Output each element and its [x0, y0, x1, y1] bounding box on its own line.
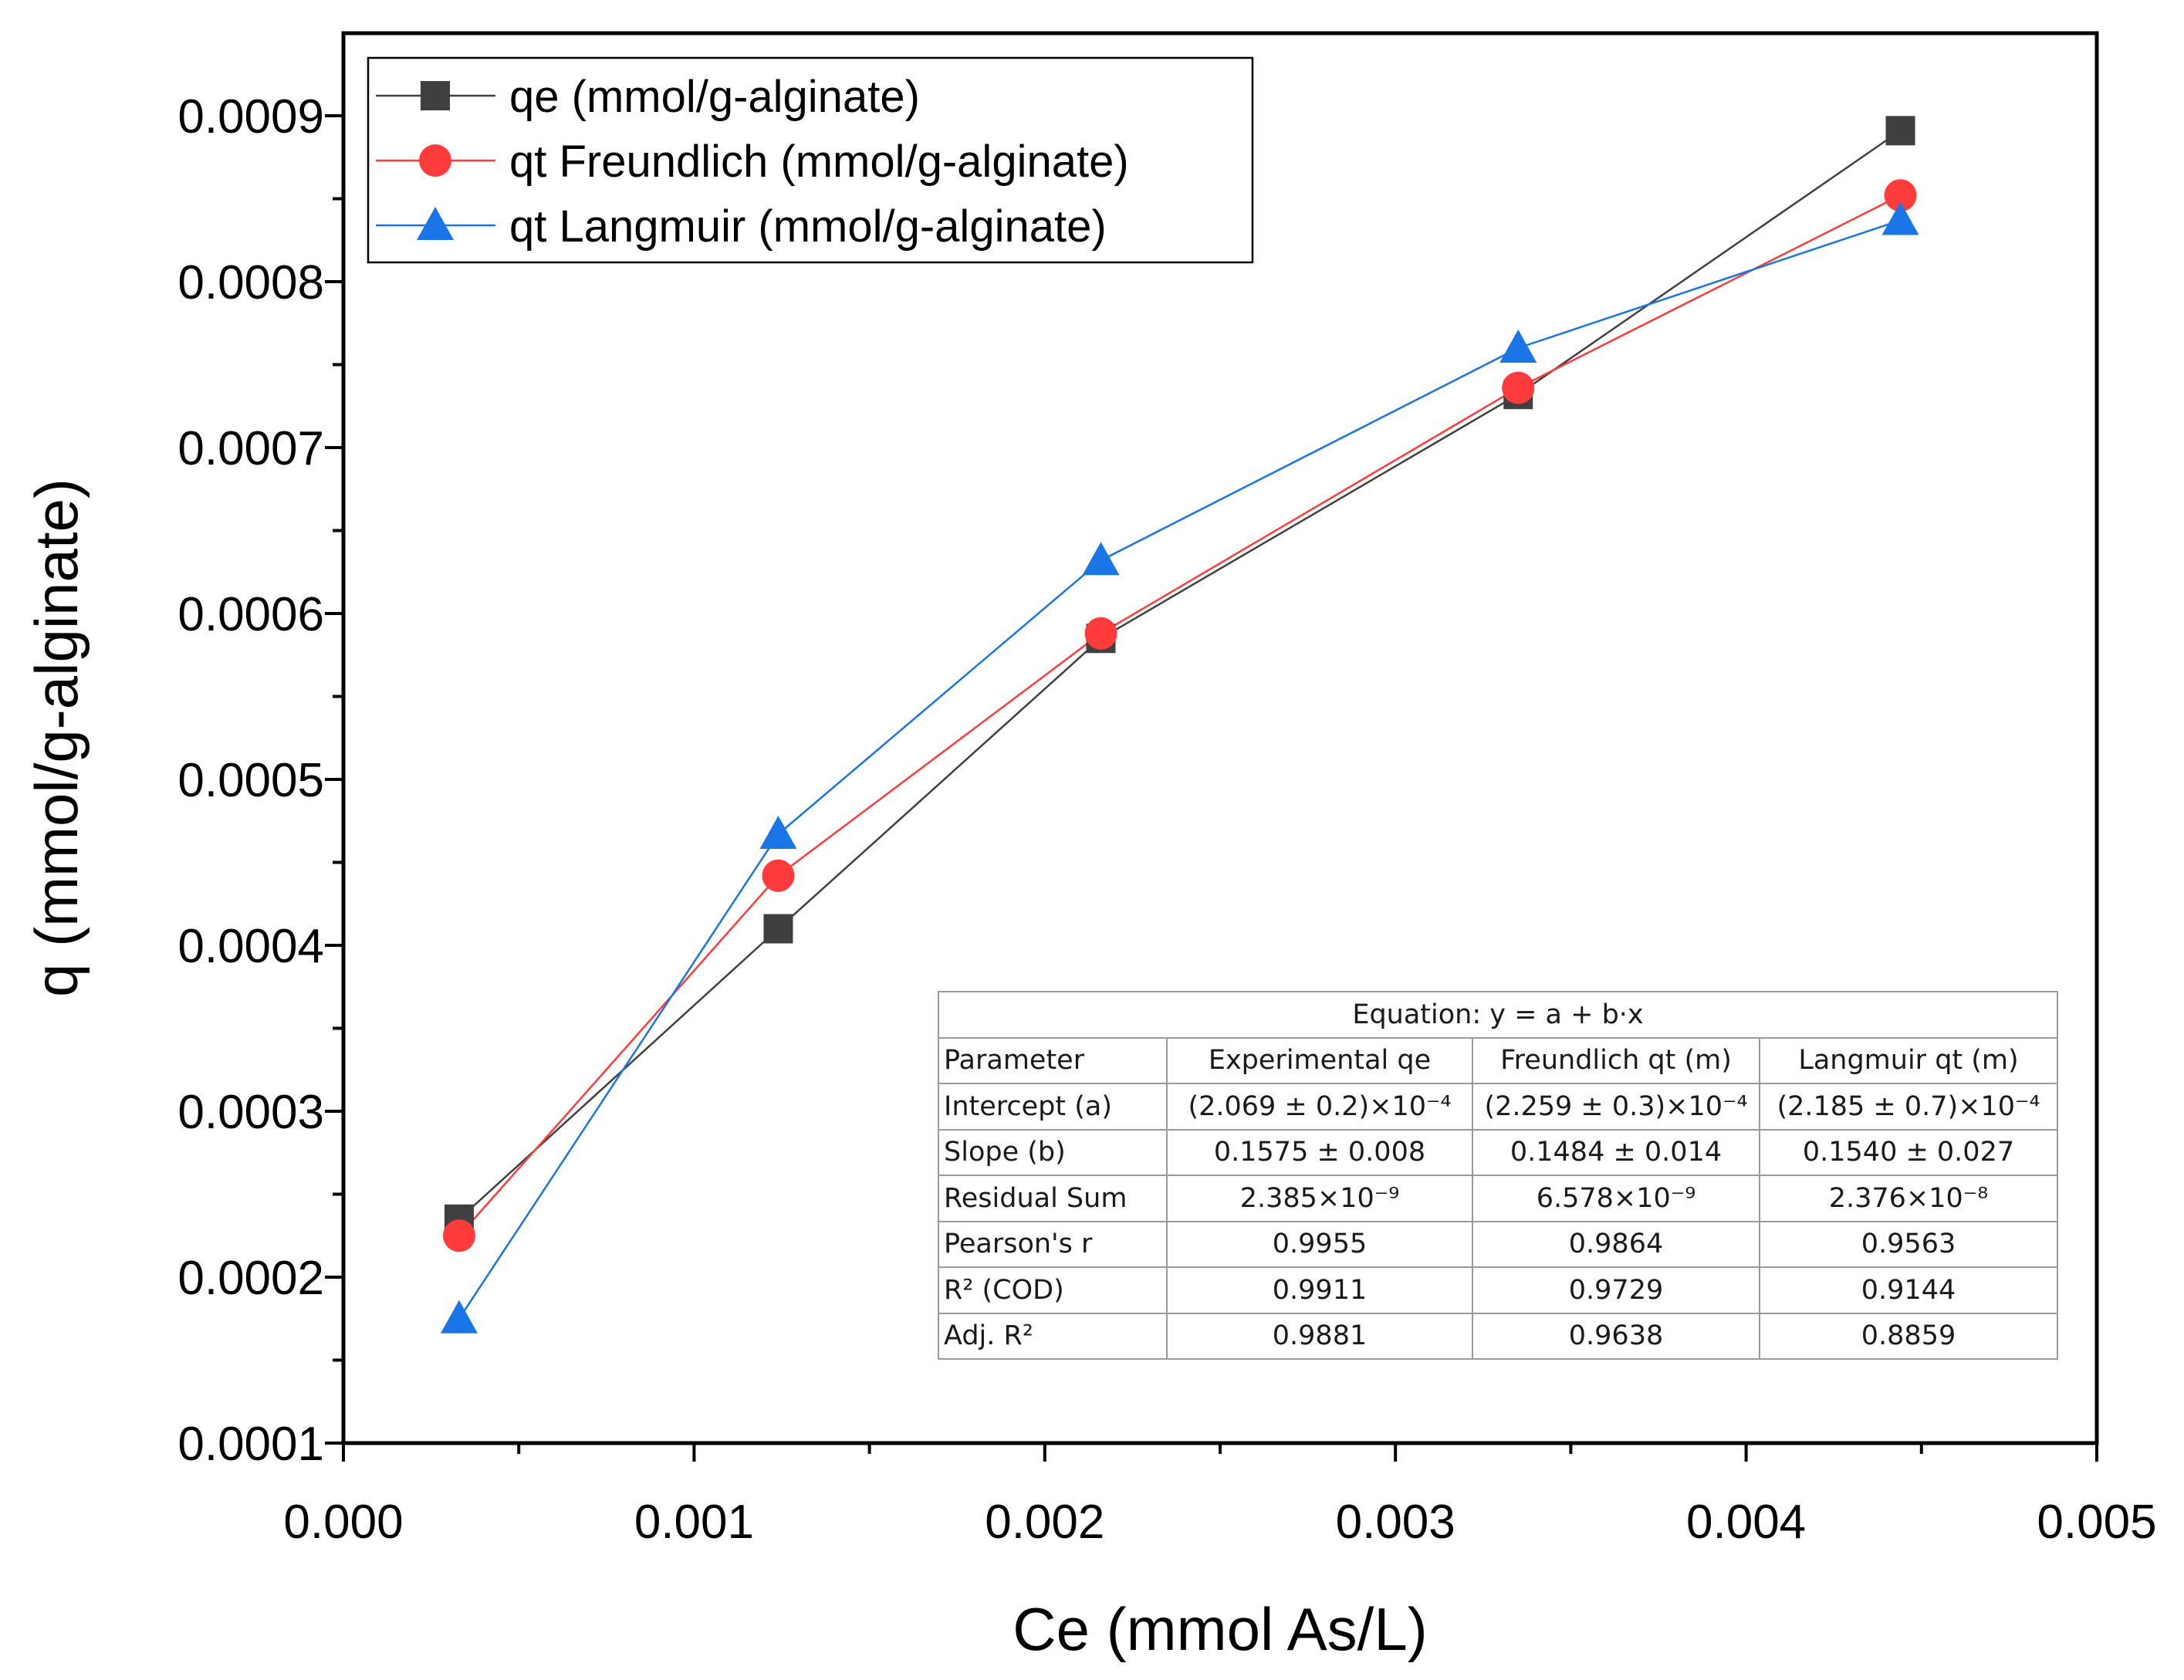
series-markers	[440, 116, 1919, 1334]
x-tick-label: 0.000	[283, 1496, 403, 1549]
data-point-triangle	[1881, 201, 1919, 235]
fit-table-cell: (2.259 ± 0.3)×10⁻⁴	[1472, 1083, 1760, 1131]
x-tick-label: 0.004	[1686, 1496, 1806, 1549]
data-point-triangle	[440, 1300, 478, 1334]
y-tick-label: 0.0003	[177, 1086, 324, 1139]
legend-marker	[421, 81, 450, 110]
fit-table-cell: 2.385×10⁻⁹	[1166, 1175, 1473, 1222]
legend-label: qt Freundlich (mmol/g-alginate)	[509, 137, 1129, 187]
fit-table: Equation: y = a + b·x Parameter Experime…	[938, 991, 2058, 1360]
legend-box	[367, 56, 1254, 264]
fit-table-cell: Intercept (a)	[938, 1083, 1168, 1131]
y-tick-label: 0.0002	[177, 1252, 324, 1305]
data-point-circle	[1502, 371, 1535, 404]
fit-table-cell: 0.1575 ± 0.008	[1166, 1128, 1473, 1176]
x-tick-label: 0.003	[1336, 1496, 1455, 1549]
fit-table-row: Slope (b) 0.1575 ± 0.008 0.1484 ± 0.014 …	[938, 1128, 2058, 1176]
fit-table-header: Experimental qe	[1166, 1036, 1473, 1084]
fit-table-cell: 0.9563	[1759, 1220, 2058, 1268]
fit-table-cell: 0.9955	[1166, 1220, 1473, 1268]
x-tick-labels: 0.000 0.001 0.002 0.003 0.004 0.005	[283, 1496, 2156, 1549]
y-tick-label: 0.0001	[177, 1418, 324, 1471]
fit-table-row: Pearson's r 0.9955 0.9864 0.9563	[938, 1220, 2058, 1268]
fit-table-cell: 0.9729	[1472, 1266, 1760, 1314]
data-point-triangle	[1082, 542, 1120, 576]
legend-marker	[417, 207, 454, 240]
fit-table-row: Residual Sum 2.385×10⁻⁹ 6.578×10⁻⁹ 2.376…	[938, 1175, 2058, 1222]
fit-table-cell: Adj. R²	[938, 1312, 1168, 1360]
x-tick-label: 0.005	[2037, 1496, 2156, 1549]
y-tick-label: 0.0008	[177, 256, 324, 309]
fit-table-cell: 0.8859	[1759, 1312, 2058, 1360]
fit-table-header: Parameter	[938, 1036, 1168, 1084]
x-axis-label: Ce (mmol As/L)	[1013, 1595, 1427, 1663]
y-axis-label: q (mmol/g-alginate)	[22, 478, 90, 997]
fit-table-header: Langmuir qt (m)	[1759, 1036, 2058, 1084]
data-point-circle	[762, 859, 795, 892]
data-point-circle	[1084, 617, 1117, 650]
legend-label: qe (mmol/g-alginate)	[509, 72, 920, 122]
y-tick-label: 0.0006	[177, 588, 324, 641]
legend-marker	[419, 144, 451, 177]
fit-table-equation: Equation: y = a + b·x	[938, 991, 2058, 1039]
data-point-circle	[442, 1219, 475, 1252]
y-tick-labels: 0.0001 0.0002 0.0003 0.0004 0.0005 0.0006 0.00…	[177, 90, 324, 1471]
fit-table-cell: 0.9911	[1166, 1266, 1473, 1314]
legend: qe (mmol/g-alginate) qt Freundlich (mmol/…	[367, 56, 1254, 264]
y-tick-label: 0.0004	[177, 920, 324, 973]
data-point-square	[763, 914, 793, 944]
fit-table-cell: 6.578×10⁻⁹	[1472, 1175, 1760, 1222]
fit-table-cell: 2.376×10⁻⁸	[1759, 1175, 2058, 1222]
fit-table-row: Adj. R² 0.9881 0.9638 0.8859	[938, 1312, 2058, 1360]
legend-label: qt Langmuir (mmol/g-alginate)	[509, 201, 1107, 252]
fit-table-cell: (2.069 ± 0.2)×10⁻⁴	[1166, 1083, 1473, 1131]
fit-table-cell: Slope (b)	[938, 1128, 1168, 1176]
fit-table-header-row: Parameter Experimental qe Freundlich qt …	[938, 1036, 2058, 1084]
fit-table-cell: (2.185 ± 0.7)×10⁻⁴	[1759, 1083, 2058, 1131]
fit-table-cell: 0.1540 ± 0.027	[1759, 1128, 2058, 1176]
fit-table-cell: 0.9881	[1166, 1312, 1473, 1360]
x-tick-label: 0.001	[634, 1496, 754, 1549]
x-tick-label: 0.002	[985, 1496, 1104, 1549]
fit-table-header: Freundlich qt (m)	[1472, 1036, 1760, 1084]
y-tick-label: 0.0009	[177, 90, 324, 144]
fit-table-equation-row: Equation: y = a + b·x	[938, 991, 2058, 1039]
fit-table-cell: R² (COD)	[938, 1266, 1168, 1314]
fit-table-cell: 0.9864	[1472, 1220, 1760, 1268]
axis-ticks	[325, 114, 2098, 1462]
data-point-triangle	[1499, 330, 1537, 363]
fit-table-cell: 0.9144	[1759, 1266, 2058, 1314]
fit-table-cell: 0.9638	[1472, 1312, 1760, 1360]
data-point-square	[1885, 116, 1915, 146]
y-tick-label: 0.0007	[177, 422, 324, 475]
data-point-circle	[1884, 179, 1917, 212]
fit-table-row: Intercept (a) (2.069 ± 0.2)×10⁻⁴ (2.259 …	[938, 1083, 2058, 1131]
data-point-triangle	[759, 815, 797, 849]
fit-table-cell: Pearson's r	[938, 1220, 1168, 1268]
y-tick-label: 0.0005	[177, 754, 324, 807]
fit-table-row: R² (COD) 0.9911 0.9729 0.9144	[938, 1266, 2058, 1314]
fit-table-cell: 0.1484 ± 0.014	[1472, 1128, 1760, 1176]
fit-table-cell: Residual Sum	[938, 1175, 1168, 1222]
